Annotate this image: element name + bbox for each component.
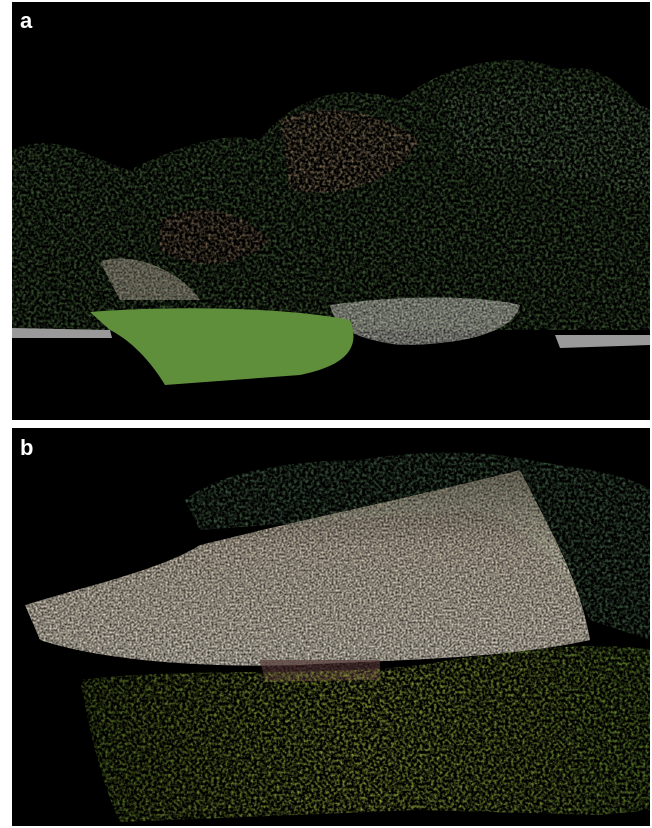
panel-label: b	[20, 435, 33, 460]
panel-label: a	[20, 8, 33, 33]
panel-a: a	[12, 2, 650, 420]
panel-b: b	[12, 428, 650, 826]
figure: a b	[0, 0, 652, 828]
